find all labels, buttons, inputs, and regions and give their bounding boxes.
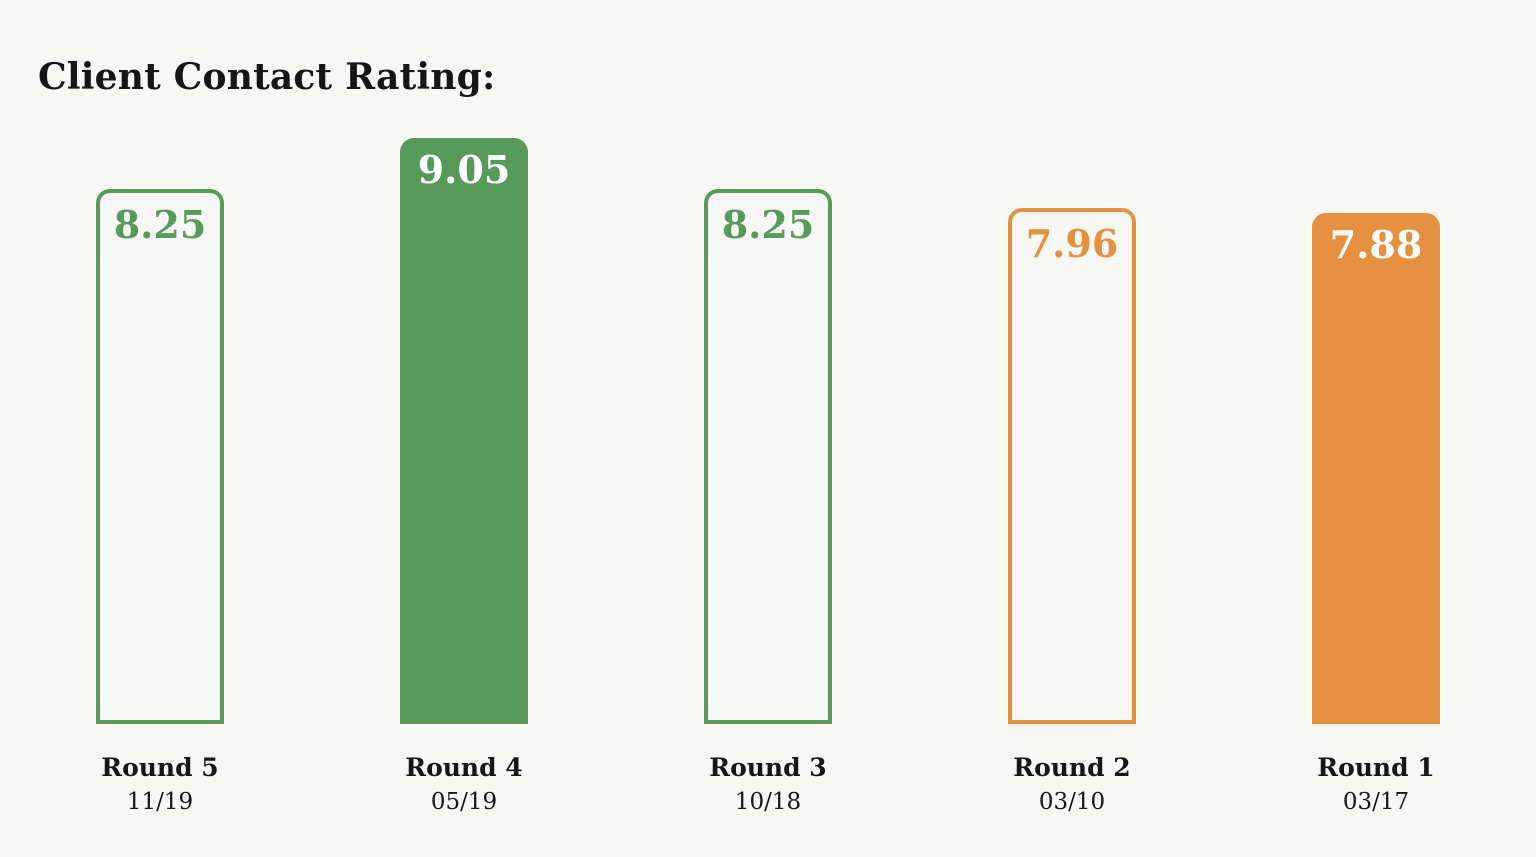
bar: 9.05 (400, 138, 528, 724)
bar-zone: 8.25 (96, 136, 224, 724)
bar-zone: 7.88 (1312, 136, 1440, 724)
bar-date-label: 10/18 (734, 788, 802, 815)
chart-title: Client Contact Rating: (38, 56, 496, 99)
bar: 8.25 (704, 189, 832, 724)
bar-column: 8.25 Round 5 11/19 (8, 136, 312, 815)
bar-column: 7.88 Round 1 03/17 (1224, 136, 1528, 815)
bar-date-label: 03/10 (1038, 788, 1106, 815)
bar-category-label: Round 4 (405, 753, 523, 782)
bar-date-label: 05/19 (430, 788, 498, 815)
bar-category-label: Round 1 (1317, 753, 1435, 782)
bar-category-label: Round 5 (101, 753, 219, 782)
bar: 7.88 (1312, 213, 1440, 724)
bar: 8.25 (96, 189, 224, 724)
bar-date-label: 03/17 (1342, 788, 1410, 815)
bar-chart-area: 8.25 Round 5 11/19 9.05 Round 4 05/19 8.25 Roun… (0, 136, 1536, 815)
bar-value-label: 7.96 (1025, 221, 1119, 266)
bar-value-label: 8.25 (113, 202, 207, 247)
bar-column: 8.25 Round 3 10/18 (616, 136, 920, 815)
bar-value-label: 7.88 (1329, 222, 1423, 267)
bar-column: 7.96 Round 2 03/10 (920, 136, 1224, 815)
bar-category-label: Round 3 (709, 753, 827, 782)
bar-zone: 7.96 (1008, 136, 1136, 724)
bar-value-label: 8.25 (721, 202, 815, 247)
bar-column: 9.05 Round 4 05/19 (312, 136, 616, 815)
bar-value-label: 9.05 (417, 147, 511, 192)
bar-zone: 9.05 (400, 136, 528, 724)
bar-date-label: 11/19 (126, 788, 194, 815)
bar: 7.96 (1008, 208, 1136, 724)
bar-zone: 8.25 (704, 136, 832, 724)
bar-category-label: Round 2 (1013, 753, 1131, 782)
